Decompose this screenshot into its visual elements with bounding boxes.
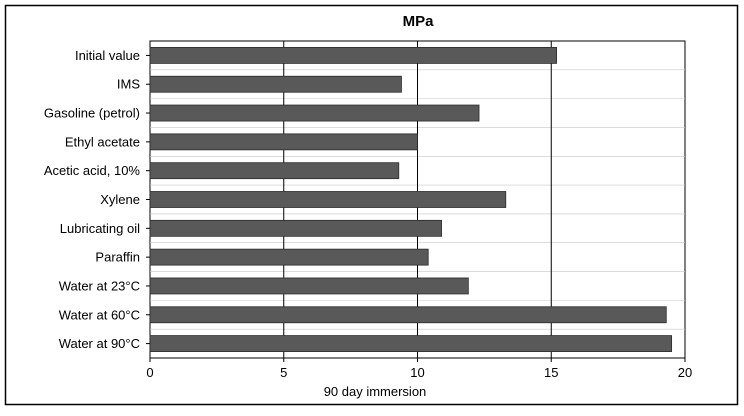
category-label: Acetic acid, 10% <box>44 163 141 178</box>
x-tick-label: 20 <box>678 365 692 380</box>
category-label: Lubricating oil <box>60 221 140 236</box>
category-label: Water at 23°C <box>59 278 140 293</box>
chart-title: MPa <box>403 13 435 30</box>
bar <box>149 162 400 180</box>
bar <box>149 219 442 237</box>
category-label: Xylene <box>100 192 140 207</box>
category-label: Ethyl acetate <box>65 134 140 149</box>
category-label: Paraffin <box>95 250 140 265</box>
category-label: Water at 90°C <box>59 336 140 351</box>
x-tick-label: 0 <box>146 365 153 380</box>
x-axis-title: 90 day immersion <box>324 384 427 399</box>
bar <box>149 306 667 324</box>
x-tick-label: 5 <box>280 365 287 380</box>
category-label: IMS <box>117 77 140 92</box>
category-label: Initial value <box>75 48 140 63</box>
x-tick-label: 15 <box>544 365 558 380</box>
bar <box>149 133 418 151</box>
category-label: Water at 60°C <box>59 307 140 322</box>
bar <box>149 75 402 93</box>
category-label: Gasoline (petrol) <box>44 106 140 121</box>
bar <box>149 248 429 266</box>
bar <box>149 277 469 295</box>
bar <box>149 191 507 208</box>
bar <box>149 335 673 352</box>
bar <box>149 47 558 64</box>
plot-area: 0 5 10 15 20 Initial value IMS Gasoline (petrol… <box>44 40 692 380</box>
bar <box>149 104 480 122</box>
x-tick-label: 10 <box>410 365 424 380</box>
